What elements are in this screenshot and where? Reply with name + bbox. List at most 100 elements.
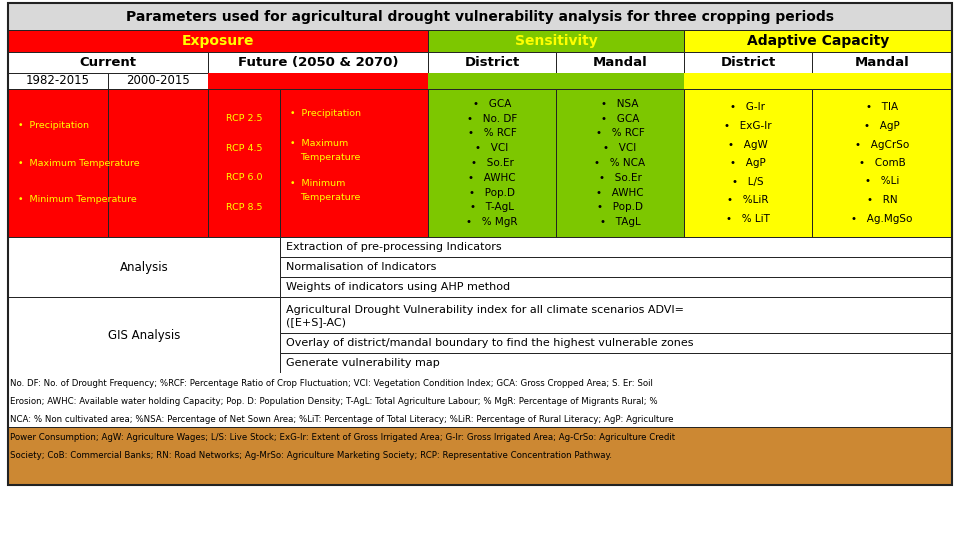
Text: •   %Li: • %Li xyxy=(865,177,900,186)
Text: •  Maximum Temperature: • Maximum Temperature xyxy=(18,159,139,167)
Text: •   So.Er: • So.Er xyxy=(599,173,641,183)
Text: Society; CoB: Commercial Banks; RN: Road Networks; Ag-MrSo: Agriculture Marketin: Society; CoB: Commercial Banks; RN: Road… xyxy=(10,451,612,460)
Text: Parameters used for agricultural drought vulnerability analysis for three croppi: Parameters used for agricultural drought… xyxy=(126,10,834,24)
Text: Generate vulnerability map: Generate vulnerability map xyxy=(286,358,440,368)
Text: Normalisation of Indicators: Normalisation of Indicators xyxy=(286,262,437,272)
Bar xyxy=(428,89,556,237)
Bar xyxy=(428,30,684,52)
Bar xyxy=(280,297,952,333)
Bar xyxy=(556,52,684,73)
Text: RCP 4.5: RCP 4.5 xyxy=(226,144,262,153)
Bar xyxy=(108,89,208,237)
Bar xyxy=(428,52,556,73)
Bar xyxy=(812,73,952,89)
Text: NCA: % Non cultivated area; %NSA: Percentage of Net Sown Area; %LiT: Percentage : NCA: % Non cultivated area; %NSA: Percen… xyxy=(10,415,674,424)
Bar xyxy=(8,237,280,297)
Text: 1982-2015: 1982-2015 xyxy=(26,75,90,87)
Text: Power Consumption; AgW: Agriculture Wages; L/S: Live Stock; ExG-Ir: Extent of Gr: Power Consumption; AgW: Agriculture Wage… xyxy=(10,433,675,442)
Bar xyxy=(8,52,208,73)
Text: ([E+S]-AC): ([E+S]-AC) xyxy=(286,317,346,327)
Text: •   GCA: • GCA xyxy=(601,113,639,124)
Text: District: District xyxy=(720,56,776,69)
Text: •  Precipitation: • Precipitation xyxy=(290,110,361,118)
Text: •   AgP: • AgP xyxy=(864,121,900,131)
Text: •   Ag.MgSo: • Ag.MgSo xyxy=(852,213,913,224)
Text: Mandal: Mandal xyxy=(854,56,909,69)
Bar xyxy=(684,73,812,89)
Bar xyxy=(280,333,952,353)
Text: Future (2050 & 2070): Future (2050 & 2070) xyxy=(238,56,398,69)
Text: Temperature: Temperature xyxy=(300,192,360,201)
Text: •   %LiR: • %LiR xyxy=(728,195,769,205)
Text: •   G-Ir: • G-Ir xyxy=(731,103,765,112)
Bar xyxy=(684,52,812,73)
Text: RCP 8.5: RCP 8.5 xyxy=(226,203,262,212)
Text: •   TAgL: • TAgL xyxy=(600,217,640,227)
Text: •   So.Er: • So.Er xyxy=(470,158,514,168)
Bar xyxy=(8,3,952,30)
Bar xyxy=(208,52,428,73)
Bar xyxy=(8,373,952,427)
Text: •   % MgR: • % MgR xyxy=(467,217,517,227)
Text: •   AgW: • AgW xyxy=(728,139,768,150)
Bar xyxy=(8,297,280,373)
Bar xyxy=(208,89,280,237)
Text: •   AWHC: • AWHC xyxy=(468,173,516,183)
Bar xyxy=(280,89,428,237)
Text: Current: Current xyxy=(80,56,136,69)
Text: Adaptive Capacity: Adaptive Capacity xyxy=(747,34,889,48)
Text: •   % NCA: • % NCA xyxy=(594,158,645,168)
Bar xyxy=(8,89,108,237)
Bar xyxy=(208,73,428,89)
Text: Extraction of pre-processing Indicators: Extraction of pre-processing Indicators xyxy=(286,242,502,252)
Bar xyxy=(108,73,208,89)
Text: •  Maximum: • Maximum xyxy=(290,139,348,148)
Text: Mandal: Mandal xyxy=(592,56,647,69)
Text: 2000-2015: 2000-2015 xyxy=(126,75,190,87)
Bar xyxy=(280,277,952,297)
Text: •   GCA: • GCA xyxy=(473,99,511,109)
Text: •   ExG-Ir: • ExG-Ir xyxy=(724,121,772,131)
Text: •   VCI: • VCI xyxy=(604,143,636,153)
Bar xyxy=(684,89,812,237)
Text: Analysis: Analysis xyxy=(120,260,168,273)
Text: Overlay of district/mandal boundary to find the highest vulnerable zones: Overlay of district/mandal boundary to f… xyxy=(286,338,693,348)
Bar xyxy=(8,427,952,485)
Bar xyxy=(684,30,952,52)
Bar xyxy=(8,73,108,89)
Text: District: District xyxy=(465,56,519,69)
Text: •   % RCF: • % RCF xyxy=(595,129,644,138)
Text: •  Minimum Temperature: • Minimum Temperature xyxy=(18,195,136,205)
Text: Weights of indicators using AHP method: Weights of indicators using AHP method xyxy=(286,282,510,292)
Text: •   L/S: • L/S xyxy=(732,177,764,186)
Bar xyxy=(280,353,952,373)
Text: •   T-AgL: • T-AgL xyxy=(470,202,514,212)
Text: RCP 2.5: RCP 2.5 xyxy=(226,114,262,123)
Text: Exposure: Exposure xyxy=(181,34,254,48)
Text: •   No. DF: • No. DF xyxy=(467,113,517,124)
Text: RCP 6.0: RCP 6.0 xyxy=(226,173,262,183)
Text: No. DF: No. of Drought Frequency; %RCF: Percentage Ratio of Crop Fluctuation; VC: No. DF: No. of Drought Frequency; %RCF: … xyxy=(10,379,653,388)
Bar xyxy=(280,257,952,277)
Text: •   TIA: • TIA xyxy=(866,103,898,112)
Text: •   Pop.D: • Pop.D xyxy=(597,202,643,212)
Bar xyxy=(428,73,556,89)
Bar xyxy=(556,73,684,89)
Bar xyxy=(556,89,684,237)
Text: •   AWHC: • AWHC xyxy=(596,187,644,198)
Bar xyxy=(8,3,952,485)
Text: •   AgP: • AgP xyxy=(731,158,766,168)
Text: Temperature: Temperature xyxy=(300,152,360,161)
Text: GIS Analysis: GIS Analysis xyxy=(108,328,180,341)
Text: •   % LiT: • % LiT xyxy=(726,213,770,224)
Bar xyxy=(812,89,952,237)
Text: •   ComB: • ComB xyxy=(858,158,905,168)
Bar xyxy=(812,52,952,73)
Text: •  Minimum: • Minimum xyxy=(290,179,346,188)
Text: •   RN: • RN xyxy=(867,195,898,205)
Text: Erosion; AWHC: Available water holding Capacity; Pop. D: Population Density; T-A: Erosion; AWHC: Available water holding C… xyxy=(10,397,658,406)
Text: Sensitivity: Sensitivity xyxy=(515,34,597,48)
Text: •   AgCrSo: • AgCrSo xyxy=(854,139,909,150)
Text: •   % RCF: • % RCF xyxy=(468,129,516,138)
Bar xyxy=(8,30,428,52)
